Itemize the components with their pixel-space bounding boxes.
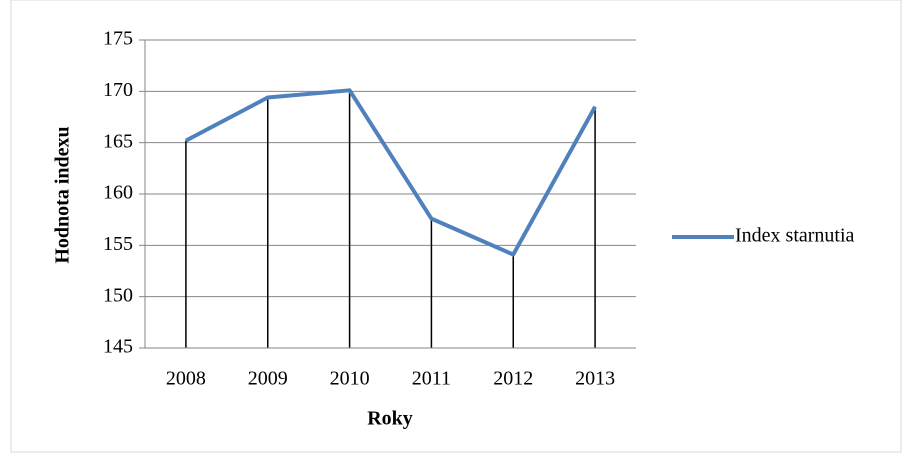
y-tick-label: 170 xyxy=(103,79,133,101)
x-axis-label: Roky xyxy=(367,408,413,430)
y-tick-label: 150 xyxy=(103,284,133,306)
y-axis-label: Hodnota indexu xyxy=(52,126,74,263)
x-tick-label: 2009 xyxy=(248,368,288,390)
y-tick-label: 175 xyxy=(103,28,133,50)
x-tick-label: 2010 xyxy=(330,368,370,390)
x-tick-label: 2013 xyxy=(575,368,615,390)
x-tick-label: 2008 xyxy=(166,368,206,390)
series-line xyxy=(184,88,597,257)
legend-label: Index starnutia xyxy=(735,225,855,247)
y-tick-label: 155 xyxy=(103,233,133,255)
chart-frame xyxy=(10,0,902,453)
y-tick-label: 160 xyxy=(103,182,133,204)
x-tick-label: 2012 xyxy=(493,368,533,390)
x-tick-label: 2011 xyxy=(412,368,451,390)
y-tick-label: 165 xyxy=(103,130,133,152)
y-tick-label: 145 xyxy=(103,336,133,358)
